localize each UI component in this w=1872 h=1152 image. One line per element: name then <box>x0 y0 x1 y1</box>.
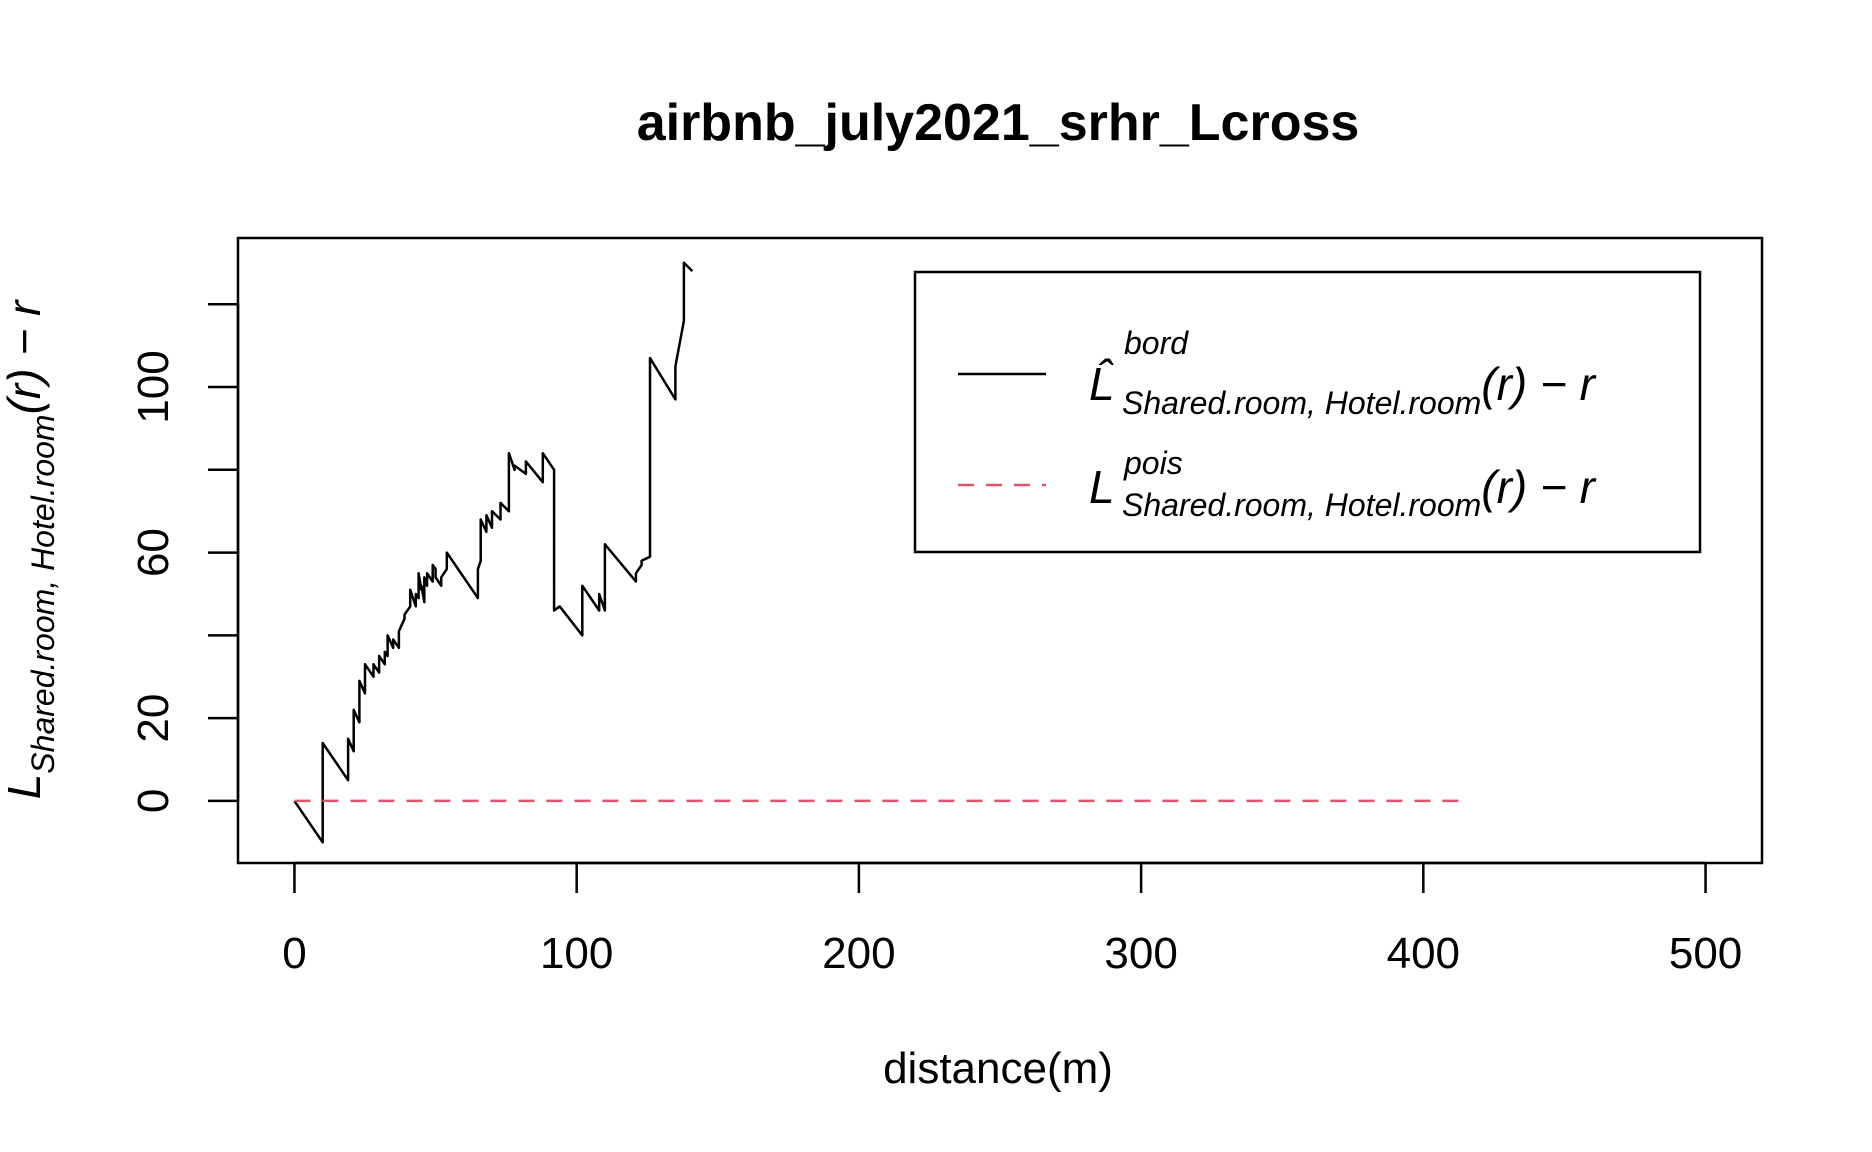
legend-label-bord: L̂bord Shared.room, Hotel.room(r) − r <box>1089 325 1597 421</box>
x-tick-label: 500 <box>1669 929 1742 978</box>
y-tick-label: 0 <box>129 789 178 813</box>
x-axis-label: distance(m) <box>883 1044 1113 1093</box>
x-tick-label: 0 <box>282 929 306 978</box>
series-line-bord <box>293 261 694 844</box>
x-tick-label: 300 <box>1104 929 1177 978</box>
x-tick-label: 100 <box>540 929 613 978</box>
y-axis-label-subscript: Shared.room, Hotel.room <box>25 414 61 773</box>
legend-box <box>913 270 1702 554</box>
x-tick-label: 400 <box>1387 929 1460 978</box>
y-axis-label: LShared.room, Hotel.room(r) − r <box>0 299 61 799</box>
legend-pois-tail: (r) − r <box>1481 461 1596 513</box>
y-tick-label: 60 <box>129 528 178 577</box>
y-tick-label: 100 <box>129 350 178 423</box>
legend-bord-superscript: bord <box>1124 325 1189 361</box>
legend-pois-subscript: Shared.room, Hotel.room <box>1122 487 1481 523</box>
legend-pois-base: L <box>1089 461 1115 513</box>
svg-text:LShared.room, Hotel.room(r) −: LShared.room, Hotel.room(r) − r <box>0 299 61 799</box>
chart-title: airbnb_july2021_srhr_Lcross <box>637 94 1360 152</box>
y-tick-label: 20 <box>129 694 178 743</box>
legend-pois-superscript: pois <box>1123 445 1183 481</box>
x-axis: 0 100 200 300 400 500 <box>282 861 1742 978</box>
y-axis-label-base: L <box>0 774 50 800</box>
legend-bord-subscript: Shared.room, Hotel.room <box>1122 385 1481 421</box>
legend-bord-base: L̂ <box>1089 358 1115 410</box>
x-tick-label: 200 <box>822 929 895 978</box>
series-layer <box>293 261 1469 844</box>
legend-bord-tail: (r) − r <box>1481 358 1596 410</box>
y-axis-label-tail: (r) − r <box>0 299 50 414</box>
y-axis: 0 20 60 100 <box>129 302 240 813</box>
